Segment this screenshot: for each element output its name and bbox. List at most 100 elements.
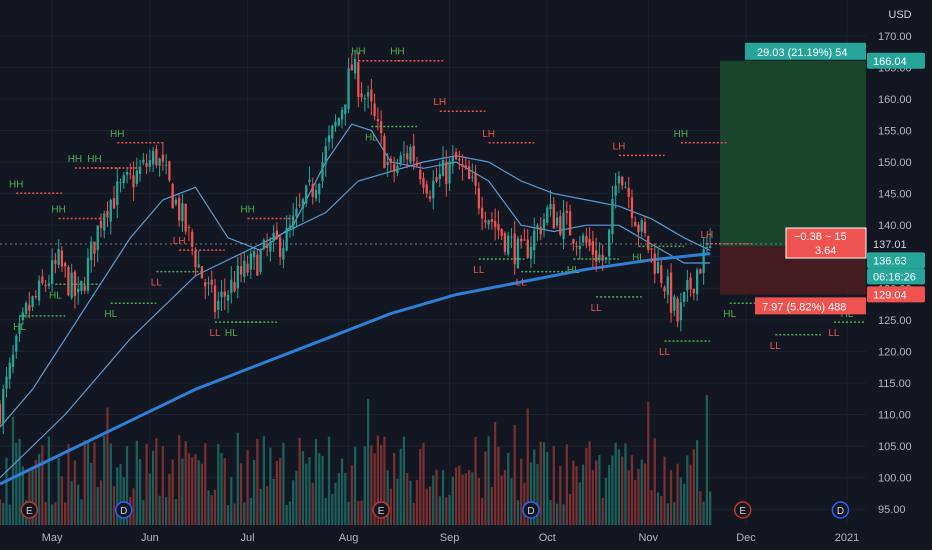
- candle-body[interactable]: [337, 118, 340, 126]
- candle-body[interactable]: [223, 291, 226, 297]
- candle-body[interactable]: [679, 302, 682, 321]
- candle-body[interactable]: [477, 188, 481, 209]
- candle-body[interactable]: [393, 164, 396, 172]
- candle-body[interactable]: [624, 187, 627, 189]
- candle-body[interactable]: [549, 203, 552, 210]
- candle-body[interactable]: [31, 296, 34, 308]
- candle-body[interactable]: [415, 162, 419, 166]
- candle-body[interactable]: [161, 154, 165, 162]
- candle-body[interactable]: [57, 249, 60, 265]
- candle-body[interactable]: [428, 196, 432, 200]
- candle-body[interactable]: [634, 221, 637, 227]
- candle-body[interactable]: [122, 175, 125, 184]
- candle-body[interactable]: [197, 264, 200, 268]
- candle-body[interactable]: [630, 197, 634, 219]
- candle-body[interactable]: [699, 269, 702, 274]
- candle-body[interactable]: [529, 246, 533, 259]
- candle-body[interactable]: [77, 288, 80, 293]
- candle-body[interactable]: [575, 246, 578, 248]
- candle-body[interactable]: [467, 166, 471, 179]
- candle-body[interactable]: [471, 176, 474, 178]
- candle-body[interactable]: [64, 263, 67, 267]
- candle-body[interactable]: [669, 272, 673, 313]
- candle-body[interactable]: [425, 184, 428, 194]
- candle-body[interactable]: [702, 249, 705, 273]
- candle-body[interactable]: [666, 276, 669, 295]
- candle-body[interactable]: [598, 254, 601, 261]
- candle-body[interactable]: [432, 180, 435, 199]
- candle-body[interactable]: [331, 125, 334, 139]
- candle-body[interactable]: [132, 175, 135, 188]
- currency-label[interactable]: USD: [888, 9, 911, 21]
- candle-body[interactable]: [464, 165, 467, 167]
- candle-body[interactable]: [513, 233, 516, 265]
- candle-body[interactable]: [572, 239, 575, 244]
- candle-body[interactable]: [340, 109, 344, 120]
- candle-body[interactable]: [347, 68, 350, 109]
- candle-body[interactable]: [2, 389, 5, 424]
- candle-body[interactable]: [50, 260, 54, 284]
- event-marker-earnings[interactable]: [733, 501, 752, 519]
- candle-body[interactable]: [647, 235, 650, 250]
- candle-body[interactable]: [28, 304, 31, 311]
- event-marker-dividend[interactable]: [115, 501, 133, 519]
- candle-body[interactable]: [373, 103, 376, 117]
- event-marker-earnings[interactable]: [20, 501, 39, 519]
- candle-body[interactable]: [301, 199, 305, 209]
- candle-body[interactable]: [246, 263, 249, 273]
- candle-body[interactable]: [99, 221, 103, 228]
- candle-body[interactable]: [168, 161, 171, 181]
- candle-body[interactable]: [451, 156, 454, 165]
- candle-body[interactable]: [480, 207, 484, 219]
- candle-body[interactable]: [5, 376, 8, 389]
- candle-body[interactable]: [324, 146, 327, 164]
- candle-body[interactable]: [256, 254, 259, 276]
- candle-body[interactable]: [334, 121, 337, 127]
- candle-body[interactable]: [435, 177, 438, 182]
- candle-body[interactable]: [500, 229, 503, 237]
- candle-body[interactable]: [96, 225, 99, 250]
- candle-body[interactable]: [249, 253, 252, 270]
- candle-body[interactable]: [318, 183, 321, 195]
- candle-body[interactable]: [80, 280, 83, 291]
- candle-body[interactable]: [230, 279, 233, 293]
- candle-body[interactable]: [135, 170, 138, 184]
- candle-body[interactable]: [265, 244, 269, 248]
- candle-body[interactable]: [109, 199, 112, 222]
- candle-body[interactable]: [148, 160, 151, 167]
- candle-body[interactable]: [272, 232, 275, 242]
- candle-body[interactable]: [454, 152, 458, 160]
- candle-body[interactable]: [526, 239, 529, 258]
- candle-body[interactable]: [151, 150, 155, 165]
- candle-body[interactable]: [21, 312, 24, 320]
- candle-body[interactable]: [601, 255, 604, 261]
- candle-body[interactable]: [542, 219, 546, 230]
- candle-body[interactable]: [617, 176, 621, 184]
- candle-body[interactable]: [643, 222, 647, 234]
- candle-body[interactable]: [269, 241, 272, 252]
- candle-body[interactable]: [282, 248, 285, 260]
- candle-body[interactable]: [262, 240, 266, 249]
- candle-body[interactable]: [441, 159, 445, 176]
- candle-body[interactable]: [210, 279, 213, 285]
- candle-body[interactable]: [204, 282, 207, 287]
- candle-body[interactable]: [15, 335, 18, 352]
- candle-body[interactable]: [158, 158, 161, 166]
- candle-body[interactable]: [516, 238, 520, 269]
- candle-body[interactable]: [627, 187, 630, 197]
- candle-body[interactable]: [396, 165, 399, 173]
- candle-body[interactable]: [370, 89, 373, 102]
- candle-body[interactable]: [581, 235, 585, 243]
- candle-body[interactable]: [24, 302, 28, 314]
- candle-body[interactable]: [181, 203, 184, 222]
- candle-body[interactable]: [461, 164, 464, 167]
- candle-body[interactable]: [406, 153, 409, 160]
- candle-body[interactable]: [37, 280, 41, 301]
- candle-body[interactable]: [376, 119, 380, 122]
- candlesticks[interactable]: [0, 50, 712, 435]
- candle-body[interactable]: [226, 294, 230, 301]
- candle-body[interactable]: [507, 235, 510, 255]
- candle-body[interactable]: [83, 285, 86, 291]
- candle-body[interactable]: [353, 59, 357, 74]
